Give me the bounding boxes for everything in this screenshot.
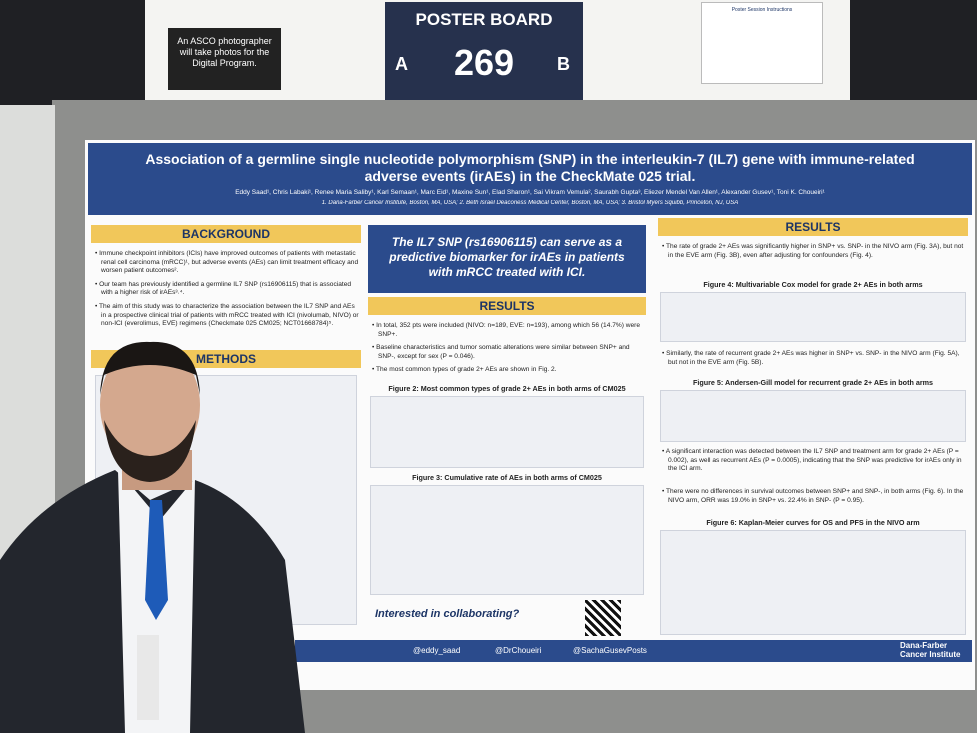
handle: @eddy_saad: [413, 646, 461, 655]
bullet: In total, 352 pts were included (NIVO: n…: [370, 322, 644, 339]
sign-right: B: [557, 54, 570, 74]
bullet: A significant interaction was detected b…: [660, 448, 966, 474]
bullet: Similarly, the rate of recurrent grade 2…: [660, 350, 966, 367]
sign-left: A: [395, 54, 408, 74]
bullet: Our team has previously identified a ger…: [93, 281, 359, 298]
figure: [660, 390, 966, 442]
bullet: Baseline characteristics and tumor somat…: [370, 344, 644, 361]
results-text: Similarly, the rate of recurrent grade 2…: [660, 350, 966, 374]
results-text: The rate of grade 2+ AEs was significant…: [660, 243, 966, 275]
qr-code: [585, 600, 621, 636]
poster-sign: POSTER BOARD A 269 B: [385, 2, 583, 100]
handle: @SachaGusevPosts: [573, 646, 647, 655]
background-text: Immune checkpoint inhibitors (ICIs) have…: [93, 250, 359, 350]
figure-title: Figure 2: Most common types of grade 2+ …: [388, 384, 626, 393]
figure-title: Figure 3: Cumulative rate of AEs in both…: [412, 473, 602, 482]
results-text: There were no differences in survival ou…: [660, 488, 966, 518]
handle: @DrChoueiri: [495, 646, 542, 655]
authors: Eddy Saad¹, Chris Labaki¹, Renee Maria S…: [235, 189, 825, 196]
bullet: The aim of this study was to characteriz…: [93, 303, 359, 329]
bullet: Immune checkpoint inhibitors (ICIs) have…: [93, 250, 359, 276]
figure: [370, 396, 644, 468]
collaborate: Interested in collaborating?: [375, 608, 520, 620]
social-bar: @eddy_saad @DrChoueiri @SachaGusevPosts …: [295, 640, 972, 662]
beard: [104, 420, 196, 482]
sign-label: POSTER BOARD: [415, 10, 553, 29]
figure-title: Figure 6: Kaplan-Meier curves for OS and…: [706, 518, 920, 527]
figure-title: Figure 4: Multivariable Cox model for gr…: [703, 280, 923, 289]
poster-title: Association of a germline single nucleot…: [145, 151, 915, 184]
figure-title: Figure 5: Andersen-Gill model for recurr…: [692, 378, 934, 387]
bullet: The rate of grade 2+ AEs was significant…: [660, 243, 966, 260]
section-heading: RESULTS: [658, 218, 968, 236]
photographer-notice: An ASCO photographer will take photos fo…: [168, 28, 281, 90]
sign-number: 269: [453, 42, 515, 83]
figure: [660, 530, 966, 635]
section-heading: BACKGROUND: [91, 225, 361, 243]
hair: [100, 341, 200, 395]
figure: [660, 292, 966, 342]
bullet: There were no differences in survival ou…: [660, 488, 966, 505]
instructions-sheet: Poster Session Instructions: [701, 2, 823, 84]
affiliations: 1. Dana-Farber Cancer Institute, Boston,…: [321, 200, 739, 206]
section-heading: RESULTS: [368, 297, 646, 315]
poster-header: Association of a germline single nucleot…: [88, 143, 972, 215]
figure: [370, 485, 644, 595]
results-text: A significant interaction was detected b…: [660, 448, 966, 488]
logo: Dana-Farber Cancer Institute: [900, 641, 961, 659]
face: [100, 343, 200, 467]
tie: [145, 500, 168, 620]
results-text: In total, 352 pts were included (NIVO: n…: [370, 322, 644, 384]
key-message: The IL7 SNP (rs16906115) can serve as a …: [368, 225, 646, 293]
bullet: The most common types of grade 2+ AEs ar…: [370, 366, 644, 375]
badge: [137, 635, 159, 720]
